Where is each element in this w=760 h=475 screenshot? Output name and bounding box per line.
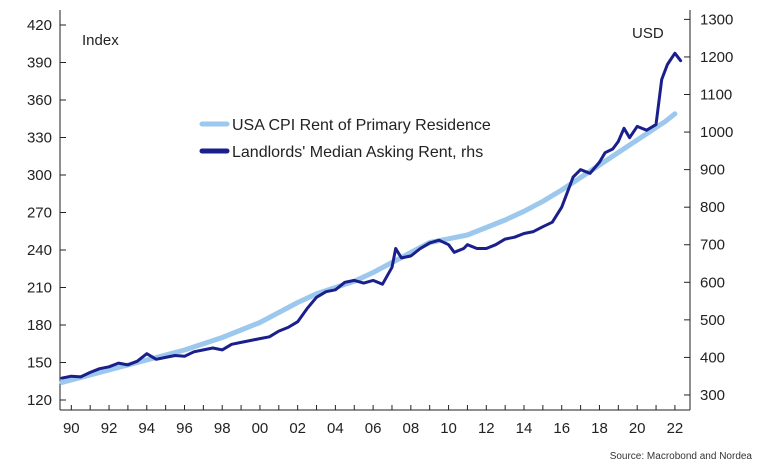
right-axis-tick-label: 600: [700, 274, 725, 291]
x-axis-tick-label: 02: [289, 420, 306, 437]
left-axis-ticks: 120 150 180 210 240 270 300 330 360 390 420: [27, 17, 66, 409]
right-axis-tick-label: 1300: [700, 11, 733, 28]
series-layer: [59, 51, 683, 385]
x-axis-tick-label: 94: [138, 420, 155, 437]
right-axis-tick-label: 800: [700, 199, 725, 216]
left-axis-tick-label: 270: [27, 205, 52, 222]
x-axis-tick-label: 16: [553, 420, 570, 437]
x-axis-tick-label: 22: [667, 420, 684, 437]
x-axis-tick-label: 00: [252, 420, 269, 437]
x-axis-tick-label: 90: [63, 420, 80, 437]
right-axis-tick-label: 500: [700, 312, 725, 329]
right-axis-tick-label: 700: [700, 237, 725, 254]
left-axis-tick-label: 330: [27, 130, 52, 147]
series-line-asking-rent: [60, 51, 683, 380]
x-axis-tick-label: 04: [327, 420, 344, 437]
right-axis-tick-label: 400: [700, 349, 725, 366]
right-axis-tick-label: 1000: [700, 124, 733, 141]
x-axis-tick-label: 20: [629, 420, 646, 437]
left-axis-tick-label: 210: [27, 280, 52, 297]
legend-label-asking-rent: Landlords' Median Asking Rent, rhs: [232, 144, 483, 161]
source-note: Source: Macrobond and Nordea: [610, 451, 753, 462]
left-axis-tick-label: 360: [27, 92, 52, 109]
left-axis-unit-label: Index: [82, 32, 119, 49]
x-axis-tick-label: 92: [101, 420, 118, 437]
legend-label-cpi-rent: USA CPI Rent of Primary Residence: [232, 117, 491, 134]
x-axis-tick-label: 96: [176, 420, 193, 437]
left-axis-tick-label: 420: [27, 17, 52, 34]
left-axis-tick-label: 120: [27, 392, 52, 409]
x-axis-tick-label: 10: [440, 420, 457, 437]
right-axis-tick-label: 900: [700, 162, 725, 179]
x-axis-tick-label: 12: [478, 420, 495, 437]
legend: USA CPI Rent of Primary Residence Landlo…: [199, 117, 491, 161]
left-axis-tick-label: 390: [27, 55, 52, 72]
right-axis-ticks: 300 400 500 600 700 800 900 1000 1100 1200 1300: [684, 11, 733, 404]
x-axis-tick-label: 14: [516, 420, 533, 437]
right-axis-tick-label: 300: [700, 387, 725, 404]
x-axis-ticks: 90 92 94 96 98 00 02 04 06 08 10 12 14 16 18 20 22: [63, 405, 683, 437]
x-axis-tick-label: 98: [214, 420, 231, 437]
x-axis-tick-label: 08: [402, 420, 419, 437]
right-axis-unit-label: USD: [632, 25, 664, 42]
left-axis-tick-label: 150: [27, 355, 52, 372]
left-axis-tick-label: 180: [27, 317, 52, 334]
right-axis-tick-label: 1100: [700, 87, 732, 104]
left-axis-tick-label: 240: [27, 242, 52, 259]
left-axis-tick-label: 300: [27, 167, 52, 184]
x-axis-tick-label: 18: [591, 420, 608, 437]
x-axis-tick-label: 06: [365, 420, 382, 437]
right-axis-tick-label: 1200: [700, 49, 733, 66]
